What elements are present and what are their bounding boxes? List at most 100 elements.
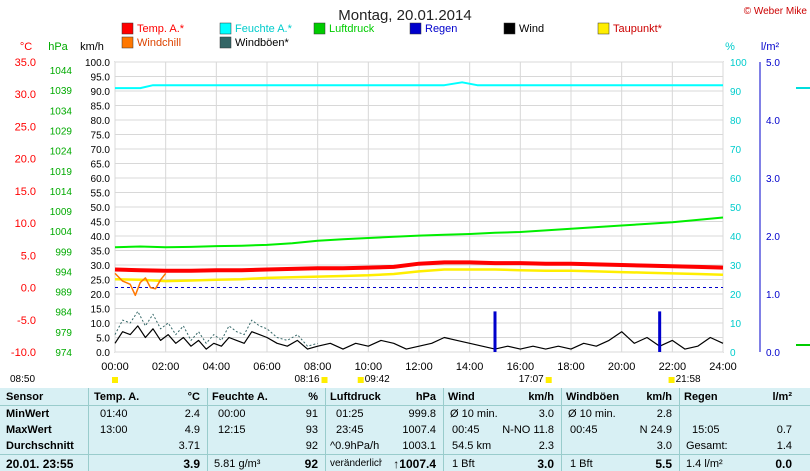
- rain-max-time: 15:05: [692, 424, 720, 436]
- legend-label: Wind: [519, 23, 544, 35]
- wind-max-value: N-NO 11.8: [502, 424, 554, 436]
- humidity-tick: 20: [730, 290, 742, 301]
- pressure-tick: 979: [55, 328, 72, 339]
- x-tick-label: 20:00: [608, 361, 636, 373]
- chart-title: Montag, 20.01.2014: [338, 7, 471, 24]
- temp-tick: 5.0: [21, 250, 36, 262]
- gust-current: 5.5: [655, 457, 672, 471]
- hum-header: Feuchte A.: [212, 391, 268, 403]
- legend-swatch: [597, 22, 610, 35]
- temp-min-time: 01:40: [100, 408, 128, 420]
- gust-bft: 1 Bft: [570, 458, 593, 470]
- legend-swatch: [121, 36, 134, 49]
- wind-tick: 30.0: [91, 261, 111, 272]
- x-tick-label: 12:00: [405, 361, 433, 373]
- gust-max-time: 00:45: [570, 424, 598, 436]
- series-line: [114, 216, 724, 249]
- weather-chart: Montag, 20.01.2014 © Weber Mike Temp. A.* F…: [10, 6, 810, 385]
- wind-tick: 50.0: [91, 203, 111, 214]
- legend-label: Feuchte A.*: [235, 23, 293, 35]
- marker-dot: [668, 377, 675, 383]
- marker-dot: [321, 377, 328, 383]
- legend-label: Windböen*: [235, 37, 290, 49]
- wind-unit: km/h: [528, 391, 554, 403]
- legend-label: Temp. A.*: [137, 23, 185, 35]
- wind-tick: 100.0: [85, 58, 110, 69]
- press-min-time: 01:25: [336, 408, 364, 420]
- wind-tick: 45.0: [91, 218, 111, 229]
- wind-tick: 5.0: [96, 334, 110, 345]
- gust-avg10-value: 2.8: [656, 408, 672, 420]
- temp-tick: 10.0: [15, 218, 36, 230]
- temp-tick: 0.0: [21, 283, 36, 295]
- pressure-tick: 984: [55, 308, 72, 319]
- hum-min-time: 00:00: [218, 408, 246, 420]
- wind-header: Wind: [448, 391, 475, 403]
- hum-abs: 5.81 g/m³: [214, 458, 261, 470]
- humidity-tick: 0: [730, 348, 736, 359]
- x-tick-label: 22:00: [659, 361, 687, 373]
- hum-max-value: 93: [305, 424, 318, 436]
- x-tick-label: 24:00: [709, 361, 737, 373]
- rain-max-value: 0.7: [776, 424, 792, 436]
- marker-label: 08:50: [10, 374, 35, 385]
- wind-tick: 25.0: [91, 276, 111, 287]
- pressure-tick: 1044: [50, 66, 73, 77]
- marker-label: 08:16: [295, 374, 320, 385]
- rain-tick: 0.0: [766, 348, 780, 359]
- x-tick-label: 18:00: [557, 361, 585, 373]
- marker-label: 21:58: [676, 374, 701, 385]
- hum-min-value: 91: [305, 408, 318, 420]
- x-tick-label: 14:00: [456, 361, 484, 373]
- wind-bft: 1 Bft: [452, 458, 475, 470]
- hum-unit: %: [308, 391, 318, 403]
- press-current: ↑1007.4: [393, 457, 436, 471]
- press-forecast: veränderlich: [330, 458, 382, 469]
- temp-tick: 25.0: [15, 121, 36, 133]
- rain-tick: 1.0: [766, 290, 780, 301]
- series-line: [114, 260, 724, 273]
- pressure-tick: 989: [55, 288, 72, 299]
- rain-axis-label: l/m²: [761, 41, 780, 53]
- temp-min-value: 2.4: [184, 408, 200, 420]
- pressure-tick: 1034: [50, 106, 73, 117]
- series-line: [114, 325, 724, 350]
- temp-tick: 20.0: [15, 154, 36, 166]
- pressure-tick: 974: [55, 348, 72, 359]
- wind-tick: 65.0: [91, 160, 111, 171]
- pressure-tick: 1009: [50, 207, 73, 218]
- temp-tick: 30.0: [15, 89, 36, 101]
- humidity-tick: 10: [730, 319, 742, 330]
- pressure-tick: 1039: [50, 86, 73, 97]
- wind-tick: 70.0: [91, 145, 111, 156]
- pressure-tick: 999: [55, 247, 72, 258]
- wind-avg-value: 2.3: [538, 440, 554, 452]
- press-trend: ^0.9hPa/h: [330, 440, 380, 452]
- wind-current: 3.0: [537, 457, 554, 471]
- rain-header: Regen: [684, 391, 718, 403]
- temp-max-time: 13:00: [100, 424, 128, 436]
- humidity-tick: 60: [730, 174, 742, 185]
- wind-tick: 95.0: [91, 73, 111, 84]
- hum-max-time: 12:15: [218, 424, 246, 436]
- rain-bar: [658, 311, 662, 352]
- pressure-tick: 1019: [50, 167, 73, 178]
- wind-tick: 35.0: [91, 247, 111, 258]
- x-tick-label: 08:00: [304, 361, 332, 373]
- press-max-time: 23:45: [336, 424, 364, 436]
- legend-swatch: [503, 22, 516, 35]
- rain-unit: l/m²: [772, 391, 792, 403]
- wind-tick: 75.0: [91, 131, 111, 142]
- gust-max-value: N 24.9: [639, 424, 672, 436]
- humidity-tick: 80: [730, 116, 742, 127]
- legend-label: Taupunkt*: [613, 23, 663, 35]
- rain-total-value: 1.4: [776, 440, 792, 452]
- gust-header: Windböen: [566, 391, 620, 403]
- pressure-tick: 1014: [50, 187, 73, 198]
- temp-header: Temp. A.: [94, 391, 140, 403]
- legend-swatch: [409, 22, 422, 35]
- x-tick-label: 16:00: [507, 361, 535, 373]
- legend-swatch: [121, 22, 134, 35]
- pressure-tick: 1004: [50, 227, 73, 238]
- legend-label: Regen: [425, 23, 457, 35]
